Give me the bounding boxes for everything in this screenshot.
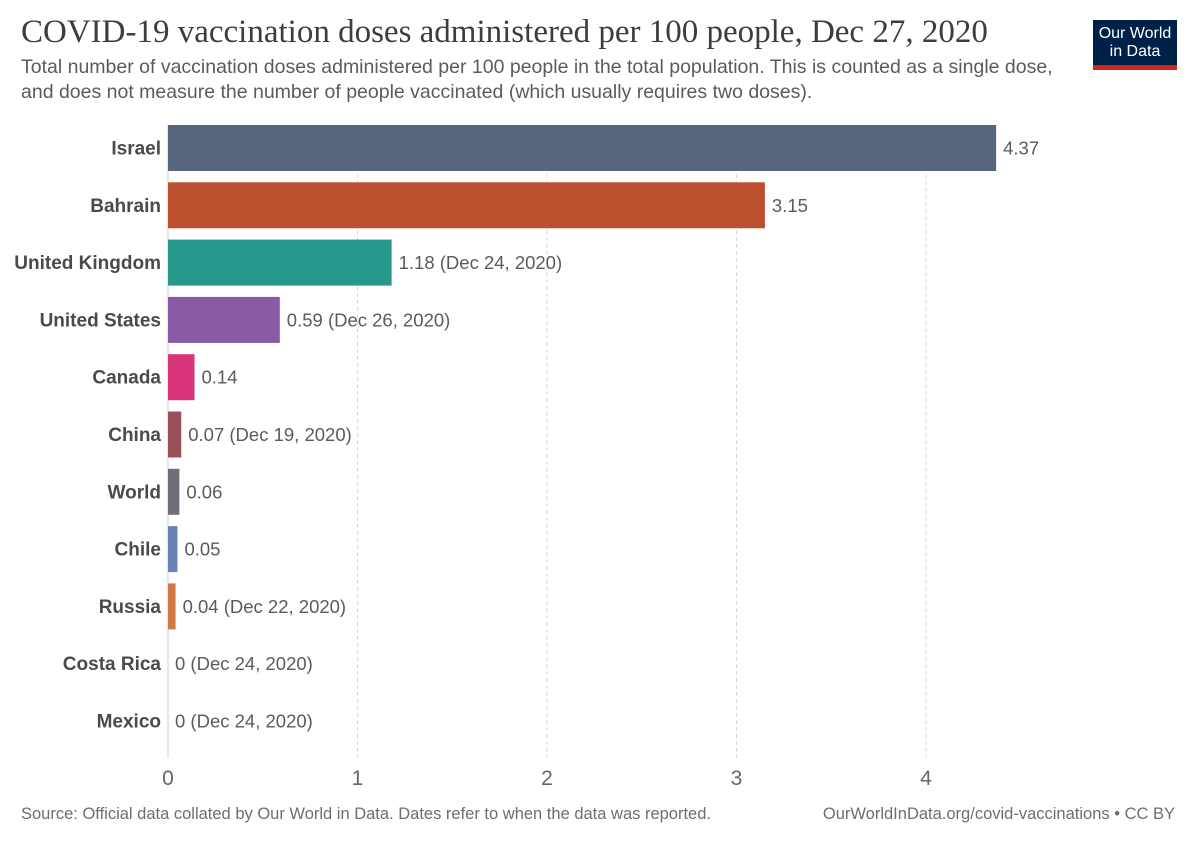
x-tick-label: 3 [731,767,743,790]
category-label: China [108,425,161,446]
bar [168,354,195,401]
value-label: 0 (Dec 24, 2020) [175,653,313,674]
category-label: Mexico [97,712,161,733]
category-label: United Kingdom [14,253,161,274]
source-note: Source: Official data collated by Our Wo… [21,805,711,823]
x-tick-label: 1 [352,767,364,790]
category-label: World [108,482,161,503]
labels: 0 1 2 3 4 Israel 4.37 Bahrain 3.15 United Kingdom… [14,138,1039,791]
owid-logo[interactable]: Our World in Data [1093,20,1177,70]
value-label: 0 (Dec 24, 2020) [175,711,313,732]
bar [168,239,392,286]
x-tick-label: 0 [162,767,174,790]
value-label: 0.14 [202,367,238,388]
chart-title: COVID-19 vaccination doses administered … [21,14,988,50]
value-label: 4.37 [1003,138,1039,159]
category-label: Chile [115,540,161,561]
category-label: Russia [99,597,162,618]
bar [168,296,280,343]
value-label: 0.07 (Dec 19, 2020) [188,424,352,445]
value-label: 0.06 [186,481,222,502]
bars [168,125,997,630]
category-label: United States [40,310,161,331]
bar [168,182,765,229]
category-label: Costa Rica [63,654,162,675]
x-tick-label: 2 [541,767,553,790]
chart-subtitle: Total number of vaccination doses admini… [21,56,1053,103]
category-label: Canada [92,368,161,389]
bar [168,411,182,458]
bar [168,526,178,573]
bar-chart: 0 1 2 3 4 Israel 4.37 Bahrain 3.15 United Kingdom… [14,125,1039,791]
source-link[interactable]: OurWorldInData.org/covid-vaccinations • … [822,805,1175,823]
logo-line-2: in Data [1109,43,1161,60]
value-label: 0.59 (Dec 26, 2020) [287,309,451,330]
logo-line-1: Our World [1098,25,1172,42]
value-label: 0.04 (Dec 22, 2020) [183,596,347,617]
bar [168,583,176,630]
value-label: 3.15 [772,195,808,216]
x-tick-label: 4 [920,767,932,790]
value-label: 0.05 [184,539,220,560]
bar [168,468,180,515]
bar [168,125,997,171]
category-label: Bahrain [90,196,161,217]
value-label: 1.18 (Dec 24, 2020) [399,252,563,273]
category-label: Israel [111,139,161,160]
